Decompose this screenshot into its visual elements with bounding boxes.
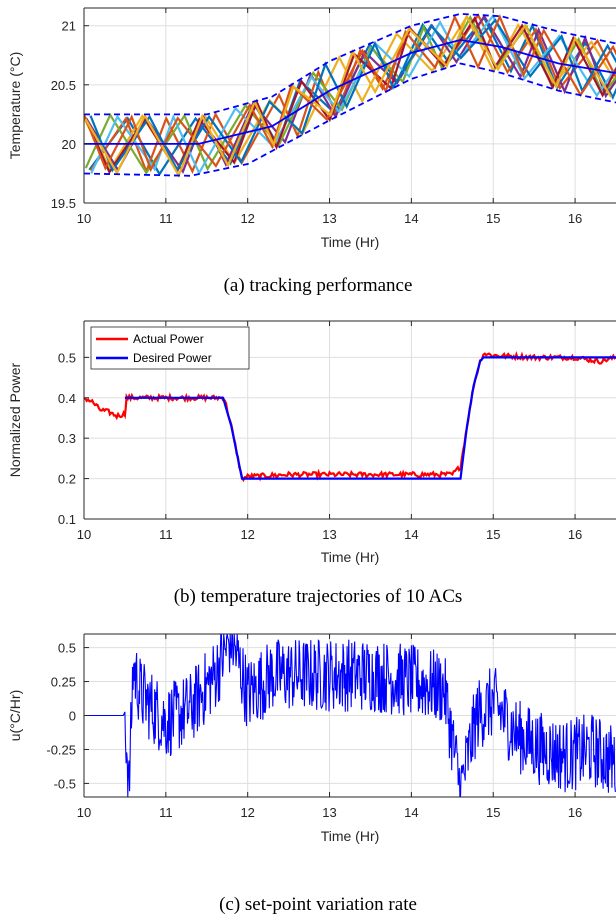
y-axis-label: Temperature (°C) [7, 52, 23, 160]
ac-trajectory-line [84, 13, 613, 179]
legend: Actual Power Desired Power [90, 326, 250, 370]
x-tick-label: 13 [322, 527, 336, 542]
y-tick-label: 0.1 [58, 512, 76, 527]
x-tick-label: 16 [568, 527, 582, 542]
grid [83, 8, 616, 204]
x-tick-label: 10 [77, 527, 91, 542]
y-tick-label: 0 [69, 709, 76, 724]
panel-caption: (c) set-point variation rate [219, 894, 417, 915]
x-tick-label: 13 [322, 805, 336, 820]
x-tick-label: 15 [486, 211, 500, 226]
x-axis-label: Time (Hr) [321, 234, 380, 250]
y-tick-label: 0.2 [58, 472, 76, 487]
legend-label: Actual Power [133, 332, 204, 346]
y-axis-label: u(°C/Hr) [7, 690, 23, 741]
y-axis-label: Normalized Power [7, 362, 23, 477]
plot-area [84, 12, 616, 179]
panel-caption: (a) tracking performance [224, 275, 413, 296]
y-tick-label: 20 [62, 137, 76, 152]
x-axis-label: Time (Hr) [321, 549, 380, 565]
plot-area [84, 634, 616, 797]
actual-power-line [84, 350, 616, 483]
x-tick-label: 13 [322, 211, 336, 226]
x-tick-label: 12 [240, 527, 254, 542]
chart-panel-a: 10 11 12 13 14 15 16 19.5 20 20.5 21 Time (Hr) Tempe… [7, 7, 616, 296]
bound-line [84, 12, 616, 116]
y-tick-label: 0.5 [58, 350, 76, 365]
y-tick-label: 20.5 [51, 78, 76, 93]
x-tick-label: 11 [159, 805, 173, 820]
x-tick-label: 10 [77, 211, 91, 226]
desired-power-line [124, 356, 616, 480]
setpoint-rate-line [84, 634, 616, 797]
x-axis-label: Time (Hr) [321, 828, 380, 844]
x-tick-label: 15 [486, 805, 500, 820]
x-tick-label: 11 [159, 211, 173, 226]
plot-area [84, 350, 616, 483]
axes: 10 11 12 13 14 15 16 -0.5 -0.25 0 0.25 0.5 [46, 633, 616, 820]
ac-trajectory-line [89, 18, 616, 173]
x-tick-label: 16 [568, 211, 582, 226]
y-tick-label: 21 [62, 19, 76, 34]
y-tick-label: -0.25 [46, 742, 76, 757]
x-tick-label: 10 [77, 805, 91, 820]
x-tick-label: 14 [404, 805, 418, 820]
y-tick-label: 0.25 [51, 675, 76, 690]
x-tick-label: 15 [486, 527, 500, 542]
axes: 10 11 12 13 14 15 16 19.5 20 20.5 21 [51, 7, 616, 226]
x-tick-label: 12 [240, 211, 254, 226]
chart-panel-b: Actual Power Desired Power 10 11 12 13 14 15 16 0… [7, 320, 616, 607]
x-tick-label: 14 [404, 527, 418, 542]
x-tick-label: 11 [159, 527, 173, 542]
x-tick-label: 16 [568, 805, 582, 820]
y-tick-label: 0.3 [58, 431, 76, 446]
y-tick-label: 19.5 [51, 196, 76, 211]
x-tick-label: 12 [240, 805, 254, 820]
panel-caption: (b) temperature trajectories of 10 ACs [174, 586, 463, 607]
y-tick-label: -0.5 [54, 776, 76, 791]
chart-panel-c: 10 11 12 13 14 15 16 -0.5 -0.25 0 0.25 0.5 Time (Hr)… [7, 633, 616, 915]
y-tick-label: 0.5 [58, 641, 76, 656]
y-tick-label: 0.4 [58, 391, 76, 406]
setpoint-line [84, 38, 616, 145]
legend-label: Desired Power [133, 351, 212, 365]
x-tick-label: 14 [404, 211, 418, 226]
bound-line [84, 62, 616, 177]
axes: 10 11 12 13 14 15 16 0.1 0.2 0.3 0.4 0.5 [58, 320, 616, 542]
